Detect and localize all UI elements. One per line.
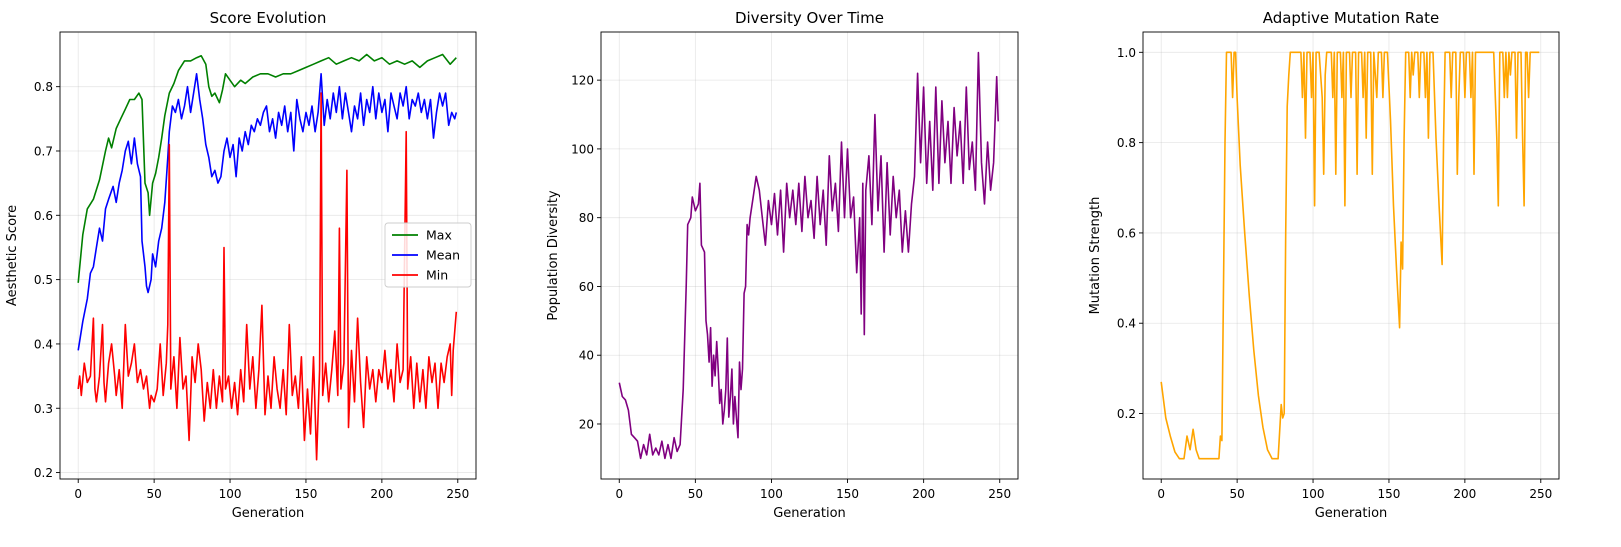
y-tick-label: 0.6 bbox=[34, 209, 53, 223]
y-tick-label: 0.2 bbox=[1117, 407, 1136, 421]
x-tick-label: 100 bbox=[760, 487, 783, 501]
y-tick-label: 0.7 bbox=[34, 144, 53, 158]
x-tick-label: 100 bbox=[1302, 487, 1325, 501]
y-tick-label: 0.2 bbox=[34, 466, 53, 480]
x-axis-label: Generation bbox=[232, 506, 305, 521]
plot-area bbox=[601, 32, 1018, 479]
x-axis-label: Generation bbox=[773, 506, 846, 521]
x-tick-label: 250 bbox=[446, 487, 469, 501]
legend: Max Mean Min bbox=[384, 222, 472, 288]
legend-label: Max bbox=[426, 228, 452, 243]
y-tick-label: 60 bbox=[579, 280, 594, 294]
y-axis-label: Mutation Strength bbox=[1088, 197, 1103, 315]
y-tick-label: 0.6 bbox=[1117, 226, 1136, 240]
y-tick-label: 0.4 bbox=[1117, 317, 1136, 331]
legend-box bbox=[384, 222, 472, 288]
y-tick-label: 0.8 bbox=[1117, 136, 1136, 150]
chart-title: Adaptive Mutation Rate bbox=[1263, 9, 1440, 27]
x-tick-label: 150 bbox=[1378, 487, 1401, 501]
x-tick-label: 250 bbox=[1529, 487, 1552, 501]
x-axis-label: Generation bbox=[1315, 506, 1388, 521]
score-evolution-panel: Score Evolution Generation Aesthetic Sco… bbox=[5, 9, 477, 521]
y-tick-label: 0.5 bbox=[34, 273, 53, 287]
y-tick-label: 40 bbox=[579, 349, 594, 363]
x-tick-label: 0 bbox=[74, 487, 82, 501]
diversity-over-time-panel: Diversity Over Time Generation Populatio… bbox=[546, 9, 1019, 521]
y-tick-label: 20 bbox=[579, 417, 594, 431]
chart-title: Diversity Over Time bbox=[735, 9, 884, 27]
x-tick-label: 50 bbox=[688, 487, 703, 501]
y-tick-label: 0.3 bbox=[34, 402, 53, 416]
x-tick-label: 50 bbox=[1229, 487, 1244, 501]
x-tick-label: 50 bbox=[146, 487, 161, 501]
y-tick-label: 100 bbox=[571, 142, 594, 156]
x-tick-label: 200 bbox=[370, 487, 393, 501]
axes-frame bbox=[1142, 31, 1560, 480]
series-line bbox=[1160, 51, 1540, 460]
x-tick-label: 200 bbox=[1453, 487, 1476, 501]
x-tick-label: 150 bbox=[836, 487, 859, 501]
y-tick-label: 120 bbox=[571, 74, 594, 88]
axes-frame bbox=[59, 31, 477, 480]
series-line-min bbox=[77, 92, 458, 461]
y-tick-label: 1.0 bbox=[1117, 46, 1136, 60]
legend-label: Mean bbox=[426, 248, 460, 263]
y-tick-label: 0.8 bbox=[34, 80, 53, 94]
series-line bbox=[618, 51, 999, 460]
x-tick-label: 150 bbox=[295, 487, 318, 501]
axes-frame bbox=[600, 31, 1019, 480]
x-tick-label: 0 bbox=[615, 487, 623, 501]
plot-area bbox=[1143, 32, 1559, 479]
legend-label: Min bbox=[426, 268, 448, 283]
adaptive-mutation-rate-panel: Adaptive Mutation Rate Generation Mutati… bbox=[1088, 9, 1560, 521]
series-line-max bbox=[77, 53, 457, 283]
x-tick-label: 250 bbox=[988, 487, 1011, 501]
x-tick-label: 0 bbox=[1157, 487, 1165, 501]
series-line-mean bbox=[77, 73, 458, 351]
y-tick-label: 0.4 bbox=[34, 337, 53, 351]
y-axis-label: Population Diversity bbox=[546, 190, 561, 321]
x-tick-label: 200 bbox=[912, 487, 935, 501]
chart-title: Score Evolution bbox=[210, 9, 327, 27]
y-axis-label: Aesthetic Score bbox=[5, 205, 20, 306]
x-tick-label: 100 bbox=[219, 487, 242, 501]
y-tick-label: 80 bbox=[579, 211, 594, 225]
